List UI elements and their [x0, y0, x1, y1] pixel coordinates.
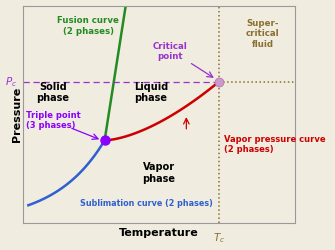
Text: Vapor
phase: Vapor phase [143, 162, 176, 184]
Text: Vapor pressure curve
(2 phases): Vapor pressure curve (2 phases) [224, 135, 326, 154]
Y-axis label: Pressure: Pressure [11, 87, 21, 142]
Text: $P_c$: $P_c$ [5, 75, 17, 88]
Text: Liquid
phase: Liquid phase [134, 82, 168, 103]
Text: Super-
critical
fluid: Super- critical fluid [246, 19, 279, 49]
Text: Solid
phase: Solid phase [37, 82, 69, 103]
Text: Sublimation curve (2 phases): Sublimation curve (2 phases) [80, 199, 213, 208]
Text: Fusion curve
(2 phases): Fusion curve (2 phases) [57, 16, 119, 36]
Text: $T_c$: $T_c$ [213, 232, 225, 245]
X-axis label: Temperature: Temperature [119, 228, 199, 238]
Text: Triple point
(3 phases): Triple point (3 phases) [25, 111, 80, 130]
Text: Critical
point: Critical point [153, 42, 187, 61]
